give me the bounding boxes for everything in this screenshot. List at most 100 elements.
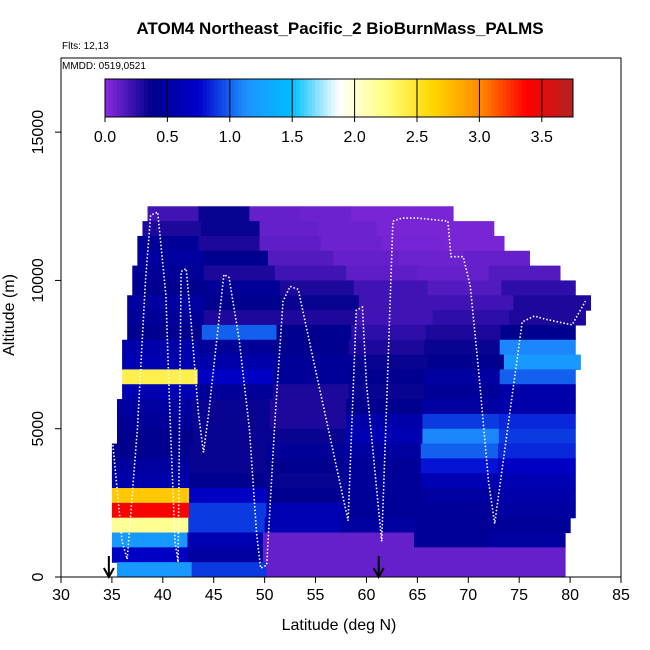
heatmap-cell [343, 473, 422, 489]
heatmap-cell [276, 324, 352, 341]
y-axis-label: Altitude (m) [1, 274, 18, 356]
colorbar-swatch [151, 79, 157, 117]
heatmap-cell [273, 369, 350, 385]
heatmap-cell [420, 502, 499, 519]
colorbar-swatch [331, 79, 336, 117]
x-axis: 30 35 40 45 50 55 60 65 70 75 80 85 [52, 577, 630, 604]
heatmap-cell [273, 339, 350, 356]
colorbar-tick-label: 1.5 [281, 129, 303, 146]
heatmap-cell [202, 250, 269, 267]
arrow-marker-head [372, 567, 385, 580]
heatmap-cell [187, 547, 264, 563]
heatmap-cell [338, 547, 415, 563]
colorbar-swatch [198, 79, 203, 117]
colorbar-swatch [183, 79, 188, 117]
heatmap-cell [266, 488, 345, 504]
colorbar-swatch [272, 79, 278, 117]
x-tick-label: 30 [52, 587, 70, 604]
heatmap-cell [201, 324, 278, 341]
colorbar-swatch [350, 79, 356, 117]
colorbar-swatch [545, 79, 551, 117]
y-tick-label: 0 [30, 572, 47, 581]
heatmap-cell [201, 221, 261, 237]
heatmap-cell [269, 399, 347, 415]
heatmap-cell [497, 458, 576, 474]
heatmap-cell [490, 562, 566, 577]
heatmap-cell [189, 458, 267, 474]
x-tick-label: 85 [612, 587, 630, 604]
colorbar-swatch [140, 79, 145, 117]
heatmap-cell [266, 473, 345, 489]
colorbar-swatch [202, 79, 207, 117]
colorbar-swatch [534, 79, 539, 117]
heatmap-cell [415, 562, 491, 577]
colorbar-swatch [389, 79, 395, 117]
colorbar-swatch [409, 79, 414, 117]
colorbar: 0.0 0.5 1.0 1.5 2.0 2.5 3.0 3.5 [94, 78, 574, 146]
heatmap-cell [117, 399, 194, 415]
colorbar-swatch [300, 79, 305, 117]
colorbar-swatch [218, 79, 223, 117]
flight-track-line [111, 211, 587, 570]
heatmap-cell [501, 280, 576, 296]
colorbar-swatch [233, 79, 239, 117]
heatmap-cell [122, 369, 199, 385]
heatmap-cell [427, 280, 502, 296]
colorbar-swatch [401, 79, 406, 117]
colorbar-swatch [502, 79, 508, 117]
heatmap-cell [266, 502, 345, 519]
date-label: MMDD: 0519,0521 [62, 61, 146, 72]
heatmap-cell [203, 265, 276, 282]
heatmap-cell [188, 517, 266, 534]
heatmap-cell [351, 354, 429, 370]
heatmap-cell [117, 562, 193, 577]
colorbar-swatch [245, 79, 250, 117]
colorbar-swatch [327, 79, 332, 117]
colorbar-swatch [288, 79, 293, 117]
heatmap-cell [422, 399, 500, 415]
heatmap-cell [279, 280, 355, 296]
colorbar-swatch [413, 79, 418, 117]
colorbar-tick-label: 2.0 [343, 129, 365, 146]
heatmap-cell [198, 206, 250, 222]
colorbar-swatch [557, 79, 562, 117]
y-tick-label: 15000 [30, 110, 47, 155]
heatmap-cell [424, 384, 501, 400]
heatmap-cell [189, 473, 267, 489]
colorbar-swatch [428, 79, 434, 117]
x-axis-label: Latitude (deg N) [282, 617, 397, 634]
heatmap-cell [193, 399, 271, 415]
heatmap-cell [402, 206, 454, 222]
heatmap-cell [111, 502, 190, 519]
heatmap-cell [489, 547, 566, 563]
colorbar-swatch [241, 79, 246, 117]
heatmap-cell [249, 206, 301, 222]
colorbar-tick-label: 1.0 [219, 129, 241, 146]
colorbar-swatch [565, 79, 570, 117]
heatmap-cell [203, 310, 281, 326]
heatmap-cell [137, 250, 204, 267]
colorbar-tick-label: 3.0 [468, 129, 490, 146]
colorbar-swatch [167, 79, 172, 117]
heatmap-cell [273, 384, 350, 400]
heatmap-cell [499, 369, 576, 385]
heatmap-cell [498, 428, 576, 445]
colorbar-swatch [194, 79, 200, 117]
colorbar-swatch [522, 79, 527, 117]
x-tick-label: 40 [154, 587, 172, 604]
heatmap-cell [122, 384, 199, 400]
heatmap-cell [189, 502, 267, 519]
colorbar-swatch [569, 79, 574, 117]
heatmap-cell [197, 339, 274, 356]
heatmap-cell [111, 532, 189, 548]
colorbar-swatch [417, 79, 422, 117]
colorbar-swatch [483, 79, 488, 117]
colorbar-swatch [339, 79, 344, 117]
heatmap-cell [127, 295, 205, 311]
colorbar-swatch [506, 79, 512, 117]
heatmap-cell [420, 473, 499, 489]
colorbar-swatch [112, 79, 118, 117]
heatmap-cell [274, 265, 347, 282]
heatmap-cell [413, 532, 491, 548]
